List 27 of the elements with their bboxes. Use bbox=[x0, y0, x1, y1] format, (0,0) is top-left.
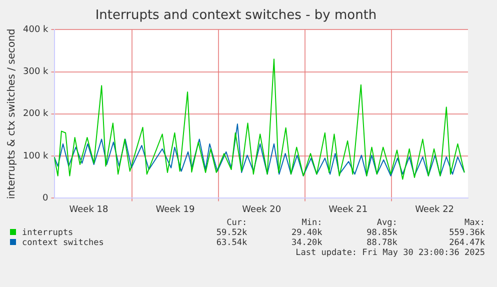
text: Last update: Fri May 30 23:00:36 2025 bbox=[294, 248, 485, 258]
y-axis-title: interrupts & ctx switches / second bbox=[6, 28, 18, 200]
x-tick-label: Week 18 bbox=[69, 204, 108, 215]
text: 98.85k bbox=[366, 228, 398, 238]
chart-title: Interrupts and context switches - by month bbox=[95, 8, 377, 24]
text: Max: bbox=[464, 218, 485, 228]
y-tick-label: 300 k bbox=[22, 67, 50, 78]
text: 559.36k bbox=[448, 228, 485, 238]
y-tick-label: 400 k bbox=[22, 24, 50, 35]
text: Avg: bbox=[376, 218, 398, 228]
text: 264.47k bbox=[448, 238, 485, 248]
legend-label: context switches bbox=[22, 238, 104, 248]
x-tick-label: Week 19 bbox=[156, 204, 195, 215]
legend-label: interrupts bbox=[22, 228, 74, 238]
text: 34.20k bbox=[290, 238, 322, 248]
text: 29.40k bbox=[290, 228, 322, 238]
text: Cur: bbox=[226, 218, 248, 228]
x-tick-label: Week 21 bbox=[328, 204, 368, 215]
y-tick-label: 0 bbox=[42, 194, 49, 204]
text: 63.54k bbox=[215, 238, 248, 248]
y-tick-label: 200 k bbox=[22, 109, 50, 120]
text: 59.52k bbox=[215, 228, 248, 238]
text: 88.78k bbox=[366, 238, 398, 248]
y-tick-label: 100 k bbox=[22, 151, 50, 162]
text: Min: bbox=[300, 218, 322, 228]
x-tick-label: Week 22 bbox=[415, 204, 454, 215]
x-tick-label: Week 20 bbox=[242, 204, 282, 215]
